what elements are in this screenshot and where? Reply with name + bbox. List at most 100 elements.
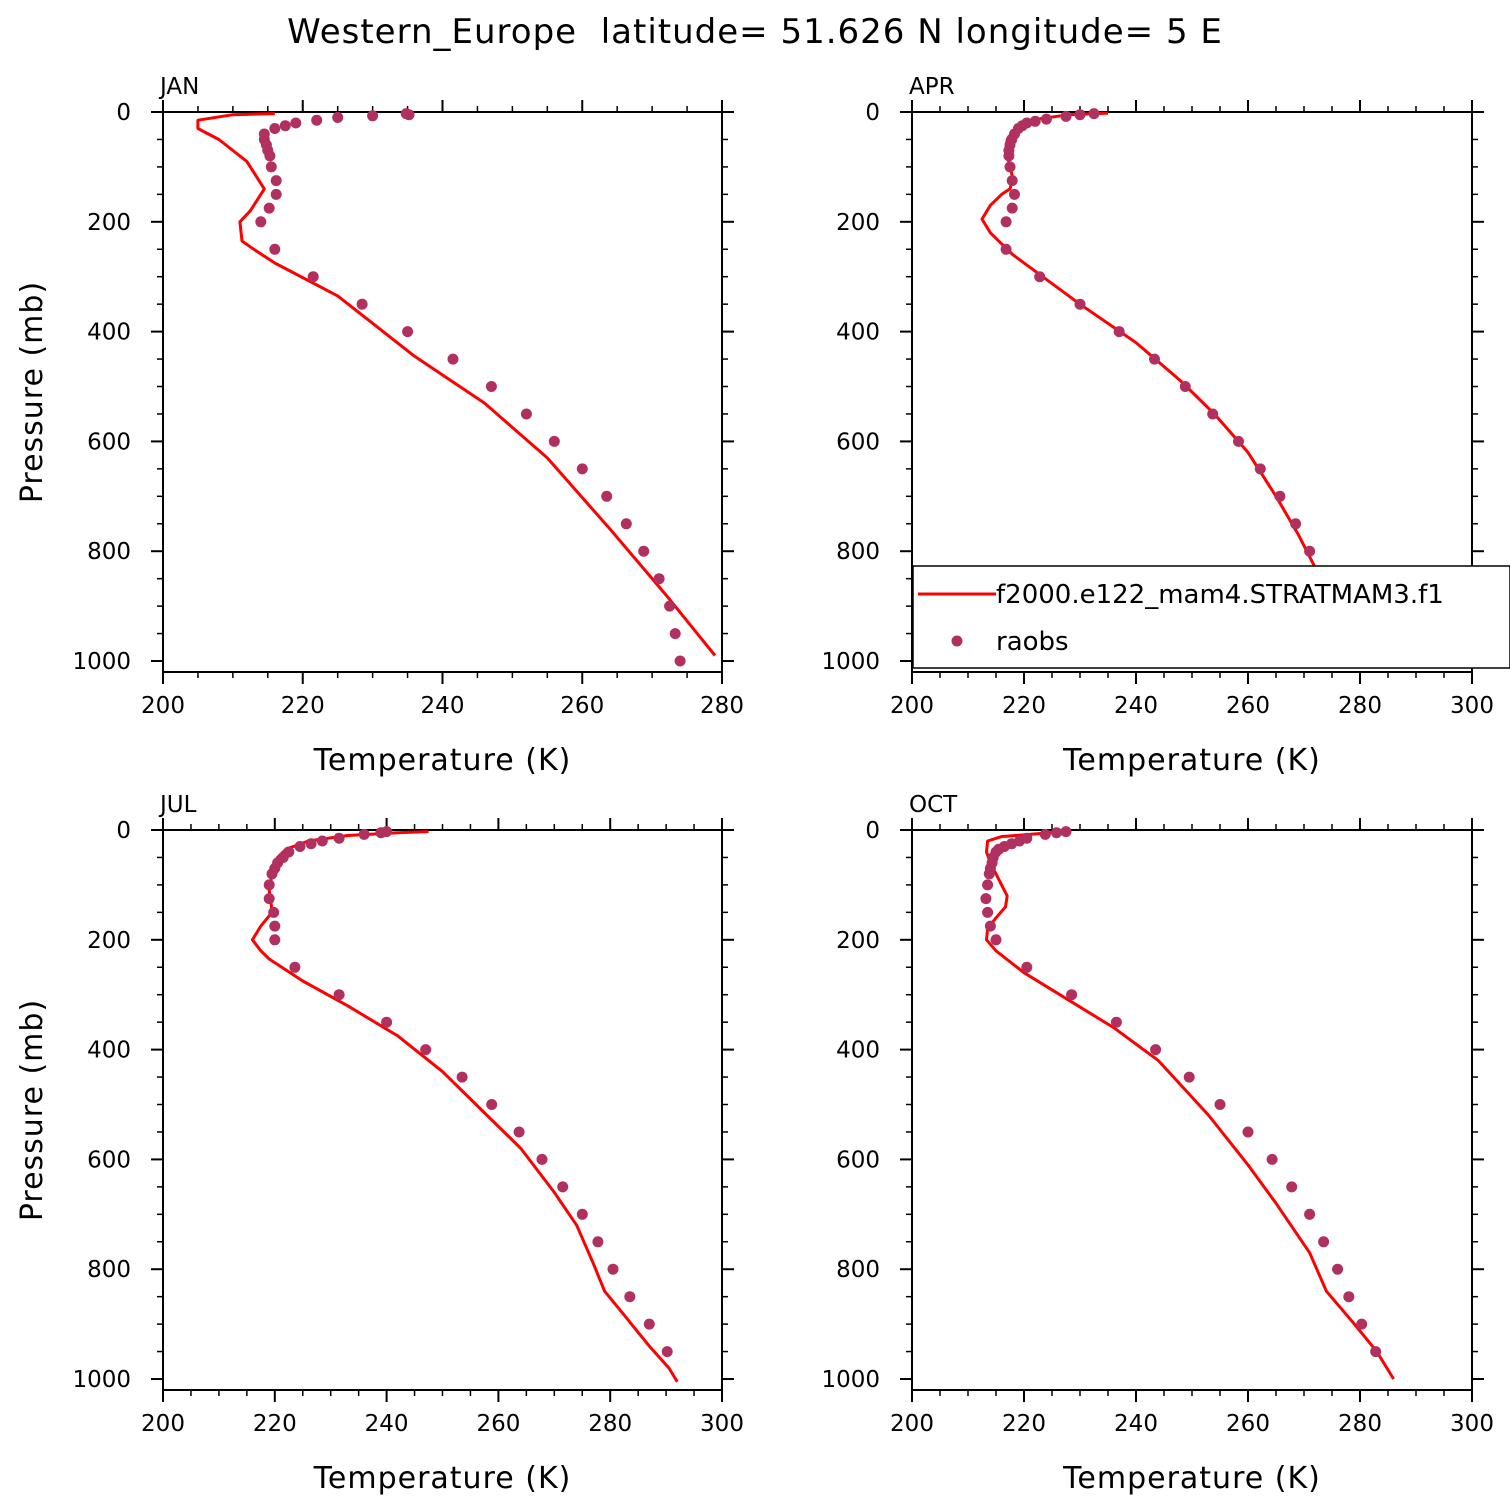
panel-title: JUL	[158, 792, 197, 818]
raobs-point	[269, 934, 281, 946]
x-tick-label: 200	[890, 1411, 934, 1437]
raobs-point	[381, 1016, 393, 1028]
y-tick-label: 0	[865, 100, 880, 126]
x-tick-label: 220	[1002, 693, 1046, 719]
panel-oct: 200 220 240 260 280 300 0 200 400 600 800 1000 OCT Te…	[821, 792, 1494, 1496]
raobs-point	[289, 961, 301, 973]
y-tick-label: 800	[87, 539, 131, 565]
raobs-point	[1274, 490, 1286, 502]
y-tick-label: 200	[87, 928, 131, 954]
raobs-point	[375, 827, 387, 839]
raobs-point	[333, 832, 345, 844]
model-profile-line	[196, 112, 717, 657]
raobs-point	[1074, 298, 1086, 310]
raobs-point	[485, 381, 497, 392]
raobs-point	[270, 175, 282, 187]
raobs-point	[674, 655, 686, 667]
raobs-point	[265, 161, 277, 173]
raobs-point	[305, 838, 317, 850]
raobs-point	[984, 920, 996, 932]
y-tick-label: 200	[87, 210, 131, 236]
raobs-point	[1110, 1016, 1122, 1028]
raobs-point	[1149, 353, 1160, 365]
legend-marker-symbol	[951, 635, 963, 647]
raobs-point	[1233, 435, 1244, 447]
x-axis-title: Temperature (K)	[313, 1461, 572, 1496]
raobs-point	[269, 920, 281, 932]
model-profile-line	[985, 830, 1395, 1380]
y-tick-label: 1000	[821, 1367, 880, 1393]
y-tick-label: 1000	[821, 649, 880, 675]
raobs-point	[1207, 408, 1219, 420]
y-tick-label: 200	[836, 928, 880, 954]
raobs-point	[1051, 827, 1062, 839]
y-tick-label: 0	[116, 100, 131, 126]
raobs-point	[592, 1236, 604, 1248]
x-tick-label: 260	[1226, 1411, 1270, 1437]
raobs-point	[1034, 271, 1046, 283]
y-tick-label: 200	[836, 210, 880, 236]
raobs-point	[643, 1318, 655, 1330]
raobs-point	[263, 893, 275, 905]
raobs-point	[990, 934, 1002, 946]
raobs-point	[1150, 1044, 1162, 1056]
panel-title: APR	[909, 74, 955, 100]
raobs-point	[1254, 463, 1266, 475]
raobs-point	[576, 463, 588, 475]
raobs-point	[311, 114, 323, 126]
raobs-point	[980, 893, 992, 905]
raobs-point	[1009, 188, 1020, 200]
x-tick-label: 260	[476, 1411, 520, 1437]
raobs-point	[1000, 216, 1012, 228]
legend-box	[912, 565, 1510, 669]
x-tick-label: 220	[1002, 1411, 1046, 1437]
raobs-point	[332, 112, 344, 123]
raobs-point	[1113, 326, 1125, 338]
raobs-point	[1039, 828, 1051, 840]
x-tick-label: 200	[141, 693, 185, 719]
raobs-point	[520, 408, 532, 420]
raobs-point	[290, 117, 302, 129]
raobs-point	[1006, 202, 1018, 214]
x-axis-title: Temperature (K)	[313, 743, 572, 778]
y-tick-label: 400	[836, 320, 880, 346]
raobs-point	[447, 353, 459, 365]
raobs-point	[1214, 1099, 1226, 1110]
y-tick-label: 0	[865, 818, 880, 844]
raobs-point	[1318, 1236, 1330, 1248]
raobs-point	[624, 1291, 636, 1303]
y-tick-label: 1000	[72, 649, 131, 675]
y-tick-label: 400	[87, 1038, 131, 1064]
raobs-point	[982, 879, 994, 891]
raobs-point	[263, 879, 275, 891]
raobs-point	[456, 1071, 468, 1083]
y-axis-title: Pressure (mb)	[15, 999, 50, 1221]
x-tick-label: 280	[1338, 1411, 1382, 1437]
raobs-point	[333, 989, 345, 1001]
raobs-point	[402, 326, 414, 338]
y-tick-label: 800	[836, 1257, 880, 1283]
raobs-point	[536, 1153, 548, 1165]
raobs-point	[638, 545, 650, 557]
panel-jan: 200 220 240 260 280 0 200 400 600 800 1000 JAN Tempe…	[15, 74, 744, 778]
raobs-point	[1003, 150, 1015, 162]
raobs-point	[1332, 1263, 1344, 1275]
raobs-point	[270, 188, 282, 200]
raobs-point	[576, 1208, 588, 1220]
raobs-point	[1040, 113, 1052, 125]
raobs-point	[255, 216, 267, 228]
y-tick-label: 600	[836, 429, 880, 455]
raobs-point	[294, 841, 306, 852]
raobs-point	[607, 1263, 619, 1275]
x-tick-label: 280	[588, 1411, 632, 1437]
raobs-point	[557, 1181, 569, 1193]
raobs-point	[269, 243, 281, 255]
raobs-point	[1286, 1181, 1298, 1193]
y-tick-label: 600	[87, 1147, 131, 1173]
panel-title: JAN	[158, 74, 199, 100]
x-axis-title: Temperature (K)	[1062, 743, 1321, 778]
raobs-point	[1060, 110, 1072, 122]
raobs-point	[1304, 545, 1316, 557]
y-tick-label: 0	[116, 818, 131, 844]
